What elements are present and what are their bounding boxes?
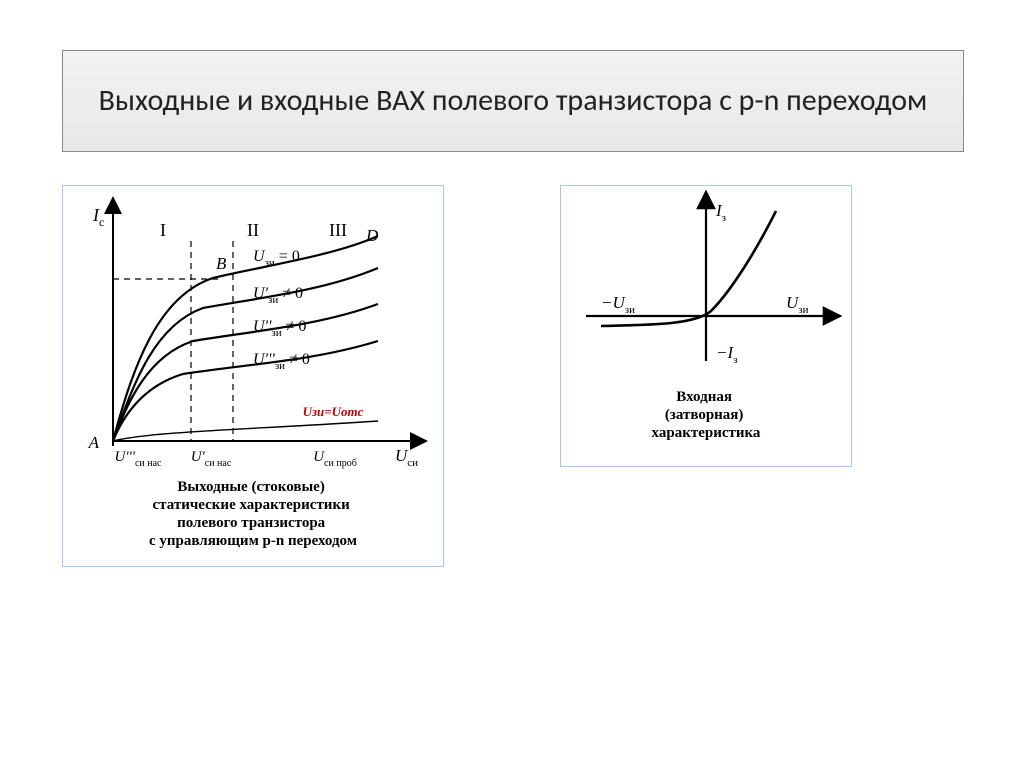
input-characteristic-panel: Iз −Iз Uзи −Uзи Входная (затворная) хара…	[560, 185, 852, 467]
left-caption: Выходные (стоковые) статические характер…	[149, 479, 357, 549]
x-left-label: −Uзи	[601, 293, 635, 316]
curve-2-label: U''зи ≠ 0	[253, 318, 306, 339]
xtick-0: U'''си нас	[115, 449, 163, 469]
title-box: Выходные и входные ВАХ полевого транзист…	[62, 50, 964, 152]
region-3-label: III	[329, 220, 347, 240]
output-characteristics-chart: Iс I II III Uзи = 0 U'зи ≠ 0 U''зи ≠ 0 U…	[63, 186, 443, 566]
curve-3-label: U'''зи ≠ 0	[253, 351, 310, 372]
curve-3	[113, 341, 378, 441]
x-right-label: Uзи	[786, 293, 809, 316]
x-axis-label: Uси	[395, 446, 418, 469]
curve-0-label: Uзи = 0	[253, 248, 300, 269]
cutoff-label: Uзи=Uотс	[303, 404, 364, 419]
region-2-label: II	[247, 220, 259, 240]
y-bot-label: −Iз	[716, 343, 738, 366]
slide-title: Выходные и входные ВАХ полевого транзист…	[69, 78, 958, 124]
xtick-2: Uси проб	[313, 449, 357, 469]
cutoff-curve	[113, 421, 378, 441]
right-caption: Входная (затворная) характеристика	[652, 389, 761, 441]
point-b: B	[216, 254, 227, 273]
xtick-1: U'си нас	[191, 449, 232, 469]
curve-2	[113, 304, 378, 441]
input-characteristic-chart: Iз −Iз Uзи −Uзи Входная (затворная) хара…	[561, 186, 851, 466]
point-a: A	[88, 433, 100, 452]
output-characteristics-panel: Iс I II III Uзи = 0 U'зи ≠ 0 U''зи ≠ 0 U…	[62, 185, 444, 567]
y-axis-label: Iс	[92, 205, 104, 229]
y-top-label: Iз	[715, 201, 726, 224]
region-1-label: I	[160, 220, 166, 240]
point-d: D	[365, 226, 379, 245]
curve-1-label: U'зи ≠ 0	[253, 285, 303, 306]
